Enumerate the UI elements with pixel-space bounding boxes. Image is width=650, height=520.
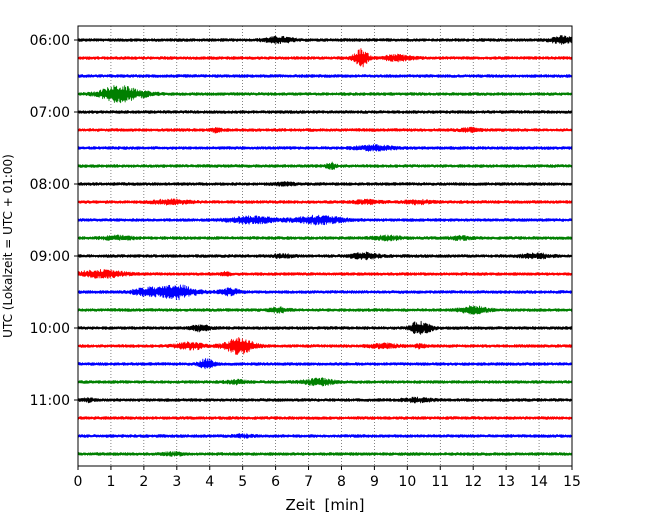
x-tick-label: 4 [205, 474, 214, 490]
x-tick-label: 12 [464, 474, 482, 490]
trace-0645 [77, 85, 573, 104]
trace-0700 [77, 110, 573, 114]
trace-1045 [77, 377, 573, 387]
trace-0900 [77, 251, 573, 261]
x-axis-ticks: 0 1 2 3 4 5 6 7 8 9 10 11 12 13 14 15 [74, 466, 581, 490]
y-axis-ticks: 06:00 07:00 08:00 09:00 10:00 11:00 [30, 33, 78, 409]
trace-0915 [77, 269, 573, 279]
x-tick-label: 9 [370, 474, 379, 490]
y-tick-label: 08:00 [30, 177, 70, 193]
x-tick-label: 8 [337, 474, 346, 490]
trace-1030 [77, 358, 573, 370]
x-tick-label: 6 [271, 474, 280, 490]
y-tick-label: 11:00 [30, 393, 70, 409]
trace-0815 [77, 198, 573, 206]
trace-1145 [77, 450, 573, 458]
trace-0615 [77, 48, 573, 68]
y-tick-label: 07:00 [30, 105, 70, 121]
trace-0945 [77, 305, 573, 315]
x-tick-label: 0 [74, 474, 83, 490]
trace-1000 [77, 320, 573, 335]
trace-0745 [77, 161, 573, 170]
trace-1015 [77, 337, 573, 355]
x-tick-label: 14 [530, 474, 548, 490]
trace-0930 [77, 284, 573, 301]
x-tick-label: 3 [172, 474, 181, 490]
x-tick-label: 7 [304, 474, 313, 490]
y-tick-label: 09:00 [30, 249, 70, 265]
x-tick-label: 13 [497, 474, 515, 490]
seismic-traces [77, 35, 573, 458]
trace-0715 [77, 126, 573, 134]
x-tick-label: 11 [431, 474, 449, 490]
trace-1130 [77, 433, 573, 439]
trace-1115 [77, 416, 573, 420]
x-tick-label: 10 [398, 474, 416, 490]
trace-1100 [77, 396, 573, 404]
y-tick-label: 10:00 [30, 321, 70, 337]
x-axis-label: Zeit [min] [285, 496, 364, 514]
x-tick-label: 15 [563, 474, 581, 490]
trace-0600 [77, 35, 573, 45]
x-tick-label: 1 [106, 474, 115, 490]
y-tick-label: 06:00 [30, 33, 70, 49]
trace-0830 [77, 214, 573, 226]
trace-0800 [77, 181, 573, 187]
x-tick-label: 5 [238, 474, 247, 490]
trace-0630 [77, 74, 573, 78]
plot-frame [77, 25, 573, 467]
trace-0845 [77, 234, 573, 242]
y-axis-label: UTC (Lokalzeit = UTC + 01:00) [1, 154, 15, 338]
trace-0730 [77, 144, 573, 152]
x-tick-label: 2 [139, 474, 148, 490]
